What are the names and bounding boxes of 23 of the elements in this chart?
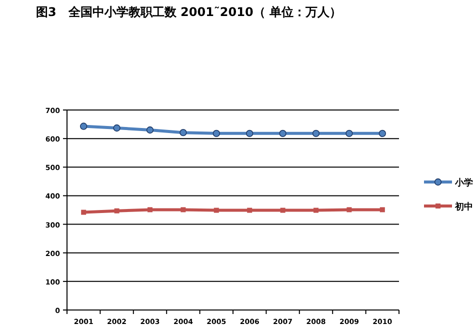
legend-label: 小学: [454, 178, 473, 188]
legend-label: 初中: [454, 202, 473, 212]
point: [346, 130, 353, 138]
point: [214, 208, 219, 213]
point: [180, 128, 187, 136]
point: [146, 126, 154, 134]
point: [280, 208, 286, 213]
point: [80, 122, 88, 130]
point: [314, 208, 318, 213]
point: [312, 130, 320, 138]
point: [279, 130, 286, 138]
point: [346, 207, 352, 212]
point: [113, 124, 120, 132]
point: [212, 130, 220, 138]
point: [180, 207, 186, 212]
point: [378, 130, 386, 138]
point: [148, 207, 152, 212]
point: [114, 208, 120, 214]
point: [246, 130, 254, 138]
point: [81, 210, 86, 215]
chart-title: 图3 全国中小学教职工数 2001˜2010（ 单位：万人）: [36, 5, 342, 19]
point: [247, 208, 252, 213]
point: [380, 207, 385, 212]
